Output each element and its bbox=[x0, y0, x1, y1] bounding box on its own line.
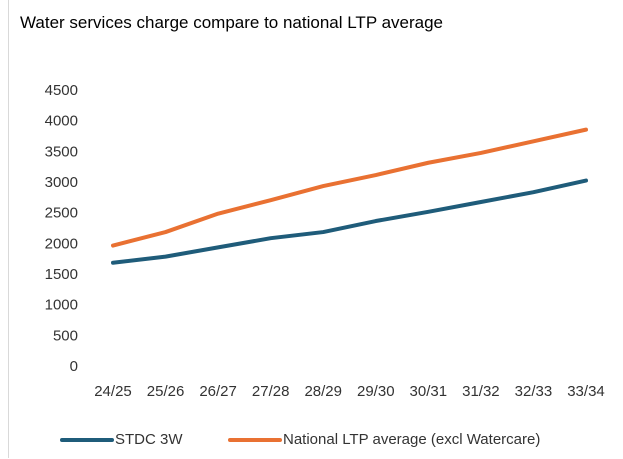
x-tick-label: 26/27 bbox=[199, 383, 237, 400]
y-tick-label: 3000 bbox=[45, 174, 78, 191]
y-tick-label: 1000 bbox=[45, 297, 78, 314]
series-line bbox=[111, 178, 588, 265]
x-tick-label: 32/33 bbox=[515, 383, 553, 400]
y-tick-label: 0 bbox=[70, 358, 78, 375]
y-tick-label: 4000 bbox=[45, 113, 78, 130]
y-tick-label: 3500 bbox=[45, 143, 78, 160]
legend-label: National LTP average (excl Watercare) bbox=[283, 431, 540, 448]
x-tick-label: 25/26 bbox=[147, 383, 185, 400]
x-tick-label: 28/29 bbox=[304, 383, 342, 400]
legend-label: STDC 3W bbox=[115, 431, 183, 448]
x-tick-label: 24/25 bbox=[94, 383, 132, 400]
x-tick-label: 33/34 bbox=[567, 383, 605, 400]
y-tick-label: 2500 bbox=[45, 205, 78, 222]
y-tick-label: 4500 bbox=[45, 82, 78, 99]
series-line bbox=[111, 127, 588, 248]
x-tick-label: 30/31 bbox=[410, 383, 448, 400]
y-tick-label: 500 bbox=[53, 327, 78, 344]
x-tick-label: 27/28 bbox=[252, 383, 290, 400]
y-tick-label: 1500 bbox=[45, 266, 78, 283]
y-tick-label: 2000 bbox=[45, 235, 78, 252]
x-tick-label: 29/30 bbox=[357, 383, 395, 400]
chart-card bbox=[8, 0, 622, 458]
x-tick-label: 31/32 bbox=[462, 383, 500, 400]
chart-title: Water services charge compare to nationa… bbox=[20, 13, 444, 32]
